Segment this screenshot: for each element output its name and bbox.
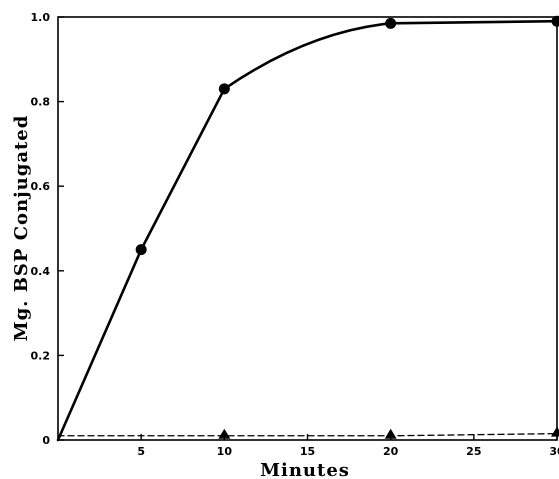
series-line-1: [56, 19, 559, 442]
x-tick-label: 30: [549, 445, 559, 458]
x-axis-title: Minutes: [260, 460, 350, 479]
data-point-circle: [135, 244, 147, 256]
y-tick-label: 0.4: [31, 265, 51, 278]
x-tick-label: 15: [300, 445, 315, 458]
series-line-2: [57, 433, 558, 437]
y-tick-label: 0.8: [31, 96, 51, 109]
x-tick-label: 20: [383, 445, 399, 458]
data-point-triangle: [218, 428, 231, 439]
plot-frame: [57, 16, 558, 441]
x-tick-label: 10: [217, 445, 233, 458]
data-point-triangle: [384, 428, 397, 439]
y-tick-label: 0.6: [31, 180, 51, 193]
axis-ticks: 0 0.2 0.4 0.6 0.8 1.0 5 10 15 20 25 30: [31, 11, 559, 458]
x-tick-label: 5: [137, 445, 145, 458]
data-point-circle: [385, 17, 397, 29]
data-point-triangle: [551, 426, 559, 437]
x-tick-label: 25: [466, 445, 481, 458]
series-group: [56, 15, 559, 442]
y-tick-label: 0: [42, 434, 50, 447]
plot-border: [57, 16, 558, 441]
data-point-circle: [551, 15, 559, 27]
data-point-circle: [218, 83, 230, 95]
y-axis-title: Mg. BSP Conjugated: [11, 115, 32, 342]
y-tick-label: 1.0: [31, 11, 51, 24]
y-tick-label: 0.2: [31, 349, 51, 362]
